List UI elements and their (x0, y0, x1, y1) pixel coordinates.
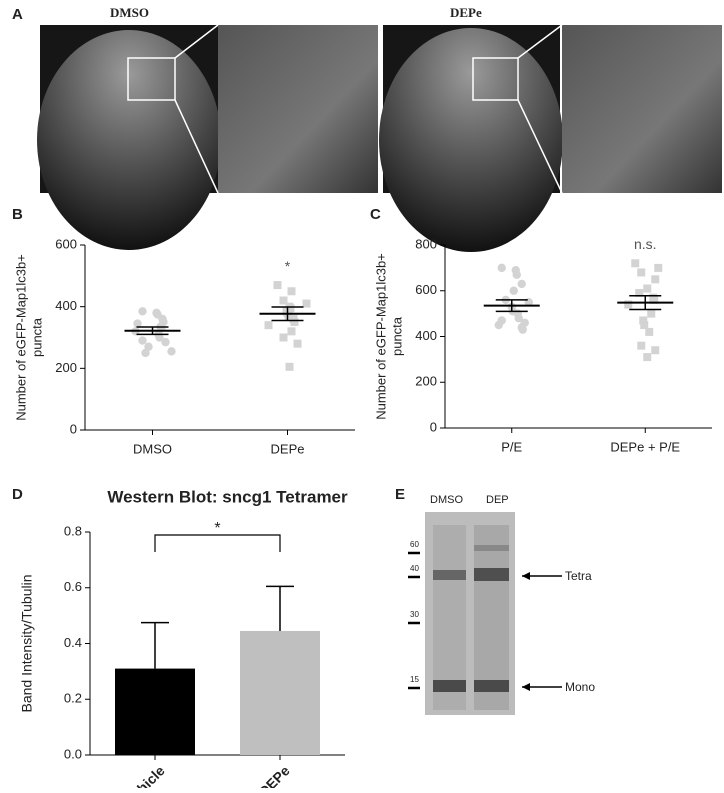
band-label: Mono (565, 680, 595, 694)
data-point (287, 327, 296, 336)
mw-label: 60 (410, 540, 419, 549)
panel-label: D (12, 486, 23, 503)
significance: * (285, 258, 291, 274)
data-point (651, 346, 660, 355)
panel-label: E (395, 486, 405, 503)
data-point (287, 287, 296, 296)
data-point (509, 286, 518, 295)
y-tick-label: 400 (55, 298, 77, 313)
y-tick-label: 0 (70, 421, 77, 436)
y-tick-label: 600 (415, 282, 437, 297)
mw-label: 40 (410, 564, 419, 573)
y-axis-label: puncta (29, 317, 44, 357)
y-axis-label: puncta (389, 316, 404, 356)
y-tick-label: 200 (55, 360, 77, 375)
data-point (273, 281, 282, 290)
x-tick-label: P/E (501, 439, 522, 454)
data-point (645, 327, 654, 336)
data-point (518, 325, 527, 334)
y-axis-label: Band Intensity/Tubulin (19, 574, 35, 712)
bar (240, 630, 320, 755)
data-point (494, 320, 503, 330)
data-point (647, 309, 656, 318)
data-point (161, 337, 170, 347)
image-label: DMSO (110, 5, 149, 20)
mw-label: 15 (410, 675, 419, 684)
panel-label: A (12, 6, 23, 23)
lane-label: DMSO (430, 494, 463, 506)
data-point (138, 307, 147, 316)
data-point (279, 296, 288, 305)
data-point (654, 263, 663, 272)
significance-bracket (154, 534, 281, 552)
data-point (624, 300, 633, 309)
data-point (637, 268, 646, 277)
data-point (640, 321, 649, 330)
y-tick-label: 600 (55, 236, 77, 251)
data-point (651, 275, 660, 284)
y-tick-label: 800 (415, 236, 437, 251)
data-point (631, 259, 640, 268)
x-tick-label: DEPe + P/E (610, 439, 680, 454)
x-tick-label: DMSO (133, 441, 172, 456)
data-point (284, 311, 293, 320)
x-tick-label: Vehicle (122, 762, 168, 788)
data-point (497, 263, 506, 273)
data-point (517, 279, 526, 289)
data-point (290, 318, 299, 327)
x-tick-label: DEPe (256, 762, 293, 788)
data-point (650, 295, 659, 304)
y-tick-label: 0.0 (64, 746, 82, 761)
bar (115, 668, 195, 755)
data-point (639, 316, 648, 325)
y-axis-label: Number of eGFP-Map1lc3b+ (373, 253, 388, 420)
data-point (637, 341, 646, 350)
y-tick-label: 0.8 (64, 523, 82, 538)
data-point (279, 333, 288, 342)
data-point (167, 347, 176, 356)
y-tick-label: 0 (430, 419, 437, 434)
y-tick-label: 0.2 (64, 691, 82, 706)
y-tick-label: 200 (415, 374, 437, 389)
chart-title: Western Blot: sncg1 Tetramer (107, 487, 348, 506)
lane-label: DEP (486, 494, 509, 506)
significance: n.s. (634, 236, 657, 252)
data-point (141, 348, 150, 358)
y-tick-label: 0.6 (64, 579, 82, 594)
image-label: DEPe (450, 5, 482, 20)
panel-label: C (370, 206, 381, 223)
micrographs (37, 24, 722, 252)
data-point (133, 319, 142, 328)
data-point (643, 284, 652, 293)
panel-label: B (12, 206, 23, 223)
data-point (293, 339, 302, 348)
y-axis-label: Number of eGFP-Map1lc3b+ (13, 254, 28, 421)
data-point (635, 289, 644, 298)
data-point (514, 314, 523, 323)
y-tick-label: 0.4 (64, 635, 82, 650)
data-point (285, 362, 294, 371)
data-point (155, 333, 164, 342)
x-tick-label: DEPe (271, 441, 305, 456)
band-label: Tetra (565, 569, 592, 583)
data-point (138, 336, 147, 345)
data-point (264, 321, 273, 330)
data-point (643, 353, 652, 362)
y-tick-label: 400 (415, 328, 437, 343)
data-point (302, 299, 311, 308)
data-point (512, 270, 521, 279)
mw-label: 30 (410, 610, 419, 619)
western-blot (408, 512, 562, 715)
significance: * (214, 520, 220, 537)
